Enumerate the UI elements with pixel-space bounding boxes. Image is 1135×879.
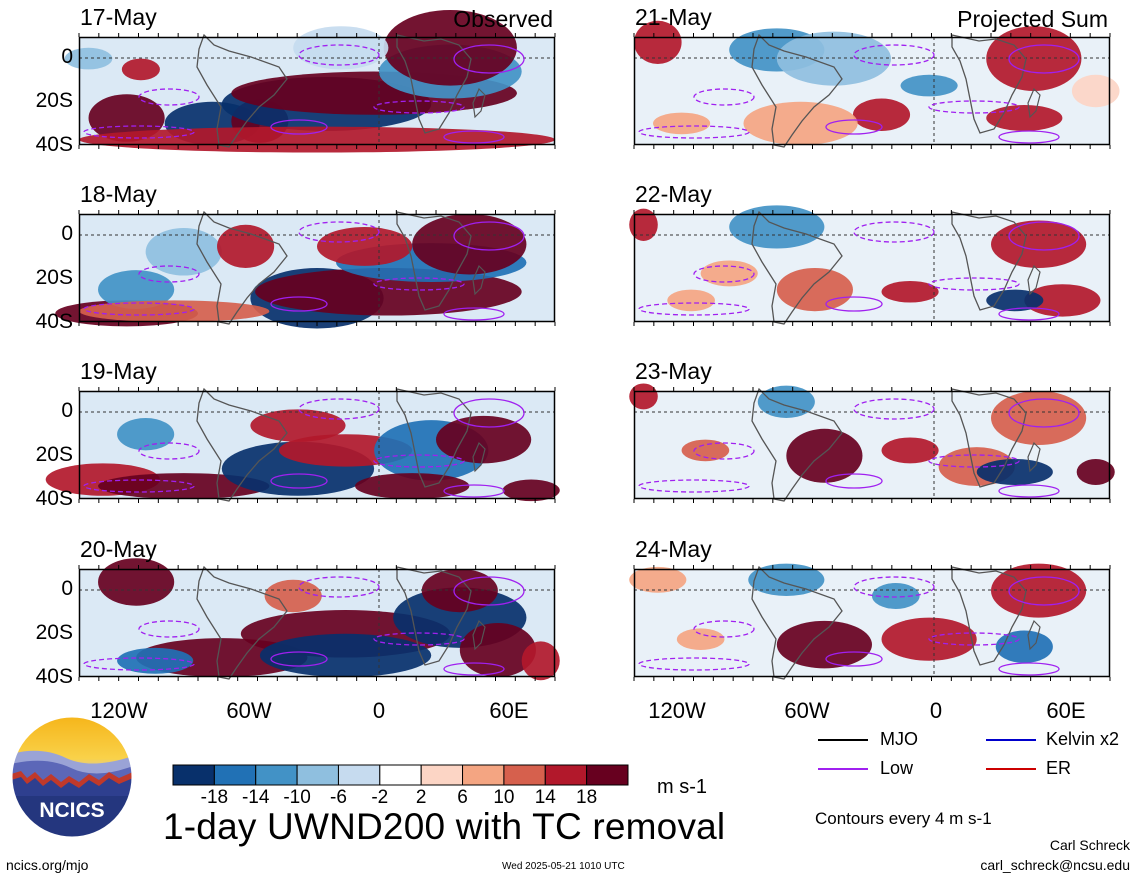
x-tick-0: 0 <box>372 698 386 723</box>
colorbar-label: 18 <box>576 787 598 808</box>
y-tick-1-1: 20S <box>35 89 73 112</box>
panel-date-right-1: 21-May <box>635 4 712 30</box>
y-tick-1-0: 0 <box>61 45 73 68</box>
map-panel-left-3 <box>45 387 560 503</box>
x-tick-60w-right: 60W <box>784 698 830 723</box>
colorbar-label: 10 <box>493 787 515 808</box>
colorbar-swatch <box>172 764 215 786</box>
panel-date-left-1: 17-May <box>80 4 157 30</box>
x-tick-60e-right: 60E <box>1046 698 1086 723</box>
x-tick-60w: 60W <box>226 698 272 723</box>
footer-author: Carl Schreck <box>1049 837 1130 853</box>
panel-date-right-4: 24-May <box>635 536 712 562</box>
panel-date-left-2: 18-May <box>80 181 157 207</box>
colorbar-swatch <box>420 764 464 786</box>
colorbar-swatch <box>255 764 298 786</box>
colorbar-swatch <box>213 764 257 786</box>
legend-label-er: ER <box>1046 758 1072 778</box>
x-tick-120w: 120W <box>90 698 148 723</box>
colorbar-swatch <box>462 764 505 786</box>
y-tick-2-1: 20S <box>35 266 73 289</box>
colorbar-label: -10 <box>283 787 311 808</box>
footer-url: ncics.org/mjo <box>6 857 89 873</box>
colorbar-swatch <box>296 764 339 786</box>
panel-tag-right-1: Projected Sum <box>957 6 1108 32</box>
footer-email: carl_schreck@ncsu.edu <box>980 857 1130 873</box>
legend-line-kelvin <box>986 739 1036 741</box>
footer-timestamp: Wed 2025-05-21 1010 UTC <box>502 861 625 872</box>
y-tick-3-2: 40S <box>35 487 73 510</box>
colorbar-label: 2 <box>415 787 427 808</box>
colorbar-units: m s-1 <box>657 776 707 798</box>
logo-text: NCICS <box>39 799 104 822</box>
figure-title: 1-day UWND200 with TC removal <box>163 806 726 847</box>
colorbar-swatch <box>503 764 546 786</box>
contour-note: Contours every 4 m s-1 <box>815 809 992 828</box>
colorbar-swatches <box>172 764 629 786</box>
map-panel-right-2 <box>629 205 1111 326</box>
x-tick-60e: 60E <box>489 698 529 723</box>
y-tick-2-0: 0 <box>61 222 73 245</box>
legend-line-er <box>986 768 1036 770</box>
y-tick-3-0: 0 <box>61 399 73 422</box>
legend-label-kelvin: Kelvin x2 <box>1046 729 1120 749</box>
x-tick-120w-right: 120W <box>648 698 706 723</box>
legend-label-mjo: MJO <box>880 729 918 749</box>
map-panel-right-4 <box>629 563 1111 681</box>
panel-date-left-4: 20-May <box>80 536 157 562</box>
y-tick-1-2: 40S <box>35 133 73 156</box>
y-tick-4-1: 20S <box>35 621 73 644</box>
colorbar-swatch <box>586 764 629 786</box>
panel-tag-left-1: Observed <box>453 6 553 32</box>
y-tick-2-2: 40S <box>35 310 73 333</box>
colorbar-swatch <box>544 764 588 786</box>
colorbar-label: -6 <box>330 787 347 808</box>
map-panel-left-4 <box>78 558 560 681</box>
map-panel-right-3 <box>629 383 1115 503</box>
map-panel-right-1 <box>633 20 1120 149</box>
panel-date-right-3: 23-May <box>635 358 712 384</box>
colorbar-label: -18 <box>200 787 229 808</box>
y-tick-3-1: 20S <box>35 443 73 466</box>
panel-date-right-2: 22-May <box>635 181 712 207</box>
map-panel-left-1 <box>64 10 556 153</box>
legend-line-mjo <box>818 739 868 741</box>
y-tick-4-0: 0 <box>61 577 73 600</box>
x-tick-0-right: 0 <box>929 698 943 723</box>
colorbar-swatch <box>379 764 422 786</box>
colorbar-label: 6 <box>457 787 468 808</box>
colorbar-label: -2 <box>371 787 389 808</box>
map-panel-left-2 <box>55 210 556 329</box>
panel-date-left-3: 19-May <box>80 358 157 384</box>
colorbar-label: 14 <box>534 787 556 808</box>
y-tick-4-2: 40S <box>35 665 73 688</box>
colorbar-swatch <box>337 764 381 786</box>
legend-label-low: Low <box>880 758 914 778</box>
colorbar-label: -14 <box>241 787 270 808</box>
legend-line-low <box>818 768 868 770</box>
